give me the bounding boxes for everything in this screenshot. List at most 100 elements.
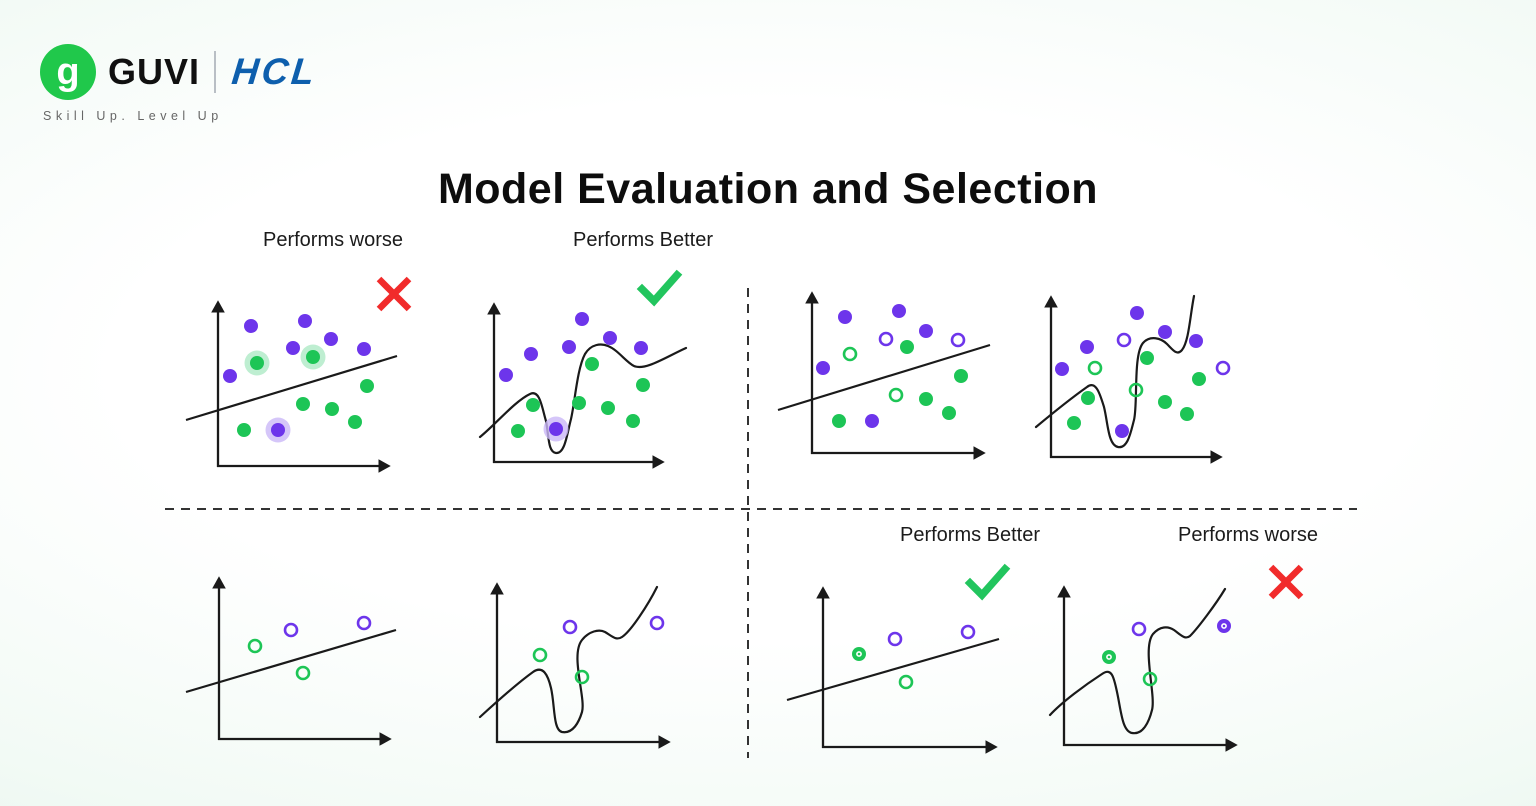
- green-filled-point: [511, 424, 525, 438]
- green-filled-point: [900, 340, 914, 354]
- green-hollow-point: [532, 647, 548, 663]
- purple-filled-point: [838, 310, 852, 324]
- purple-filled-point: [223, 369, 237, 383]
- plot-bottom-left-curve-model: [478, 582, 671, 749]
- plot-bottom-left-linear-model: [185, 576, 397, 746]
- green-filled-point: [636, 378, 650, 392]
- green-hollow-point: [1142, 671, 1158, 687]
- purple-filled-point: [324, 332, 338, 346]
- decision-boundary-curve: [1048, 587, 1227, 735]
- decision-boundary-curve: [1034, 294, 1196, 449]
- cross-icon: [376, 276, 412, 312]
- purple-halo-point: [271, 423, 285, 437]
- purple-filled-point: [892, 304, 906, 318]
- green-filled-point: [954, 369, 968, 383]
- green-hollow-point: [247, 638, 263, 654]
- decision-boundary-line: [786, 637, 1000, 702]
- purple-filled-point: [298, 314, 312, 328]
- green-filled-point: [1140, 351, 1154, 365]
- purple-hollow-point: [562, 619, 578, 635]
- decision-boundary-line: [185, 354, 398, 422]
- green-hollow-point: [1128, 382, 1144, 398]
- purple-filled-point: [575, 312, 589, 326]
- green-filled-point: [601, 401, 615, 415]
- green-hollow-point: [1087, 360, 1103, 376]
- purple-filled-point: [1130, 306, 1144, 320]
- purple-hollow-point: [887, 631, 903, 647]
- green-halo-point: [306, 350, 320, 364]
- logo-row: g GUVI HCL: [40, 44, 319, 100]
- plot-top-right-linear-model: [777, 291, 991, 460]
- green-filled-point: [348, 415, 362, 429]
- plot-bottom-right-linear-model: [786, 586, 1000, 754]
- check-icon: [964, 563, 1011, 601]
- plot-top-right-curve-model: [1034, 294, 1231, 464]
- cross-icon: [1268, 564, 1304, 600]
- guvi-wordmark: GUVI: [108, 51, 201, 92]
- purple-filled-point: [244, 319, 258, 333]
- plot-top-left-curve-model: [478, 302, 688, 469]
- purple-hollow-point: [1131, 621, 1147, 637]
- purple-hollow-point: [1215, 360, 1231, 376]
- purple-filled-point: [524, 347, 538, 361]
- purple-hollow-point: [960, 624, 976, 640]
- decision-boundary-line: [185, 628, 397, 694]
- green-filled-point: [526, 398, 540, 412]
- green-filled-point: [1180, 407, 1194, 421]
- green-hollow-point: [574, 669, 590, 685]
- green-filled-point: [1192, 372, 1206, 386]
- green-filled-point: [237, 423, 251, 437]
- check-icon: [636, 269, 683, 307]
- green-filled-point: [585, 357, 599, 371]
- label-performs-better-top: Performs Better: [572, 229, 714, 251]
- label-performs-worse-bottom: Performs worse: [1177, 524, 1319, 546]
- purple-filled-point: [816, 361, 830, 375]
- green-hollow-point: [898, 674, 914, 690]
- green-hollow-point: [295, 665, 311, 681]
- purple-filled-point: [603, 331, 617, 345]
- purple-filled-point: [562, 340, 576, 354]
- guvi-logo-icon: g: [40, 44, 96, 100]
- green-filled-point: [1067, 416, 1081, 430]
- purple-hollow-point: [950, 332, 966, 348]
- purple-filled-point: [1115, 424, 1129, 438]
- green-filled-point: [919, 392, 933, 406]
- purple-hollow-point: [649, 615, 665, 631]
- green-halo-point: [250, 356, 264, 370]
- purple-filled-point: [357, 342, 371, 356]
- decision-boundary-curve: [478, 343, 688, 455]
- purple-hollow-point: [283, 622, 299, 638]
- page-title: Model Evaluation and Selection: [437, 164, 1099, 213]
- green-filled-point: [832, 414, 846, 428]
- green-filled-point: [1081, 391, 1095, 405]
- purple-filled-point: [286, 341, 300, 355]
- purple-hollow-point: [1116, 332, 1132, 348]
- green-filled-point: [1158, 395, 1172, 409]
- purple-filled-point: [1080, 340, 1094, 354]
- green-filled-point: [360, 379, 374, 393]
- purple-filled-point: [1189, 334, 1203, 348]
- point-inner-dot: [1107, 655, 1111, 659]
- purple-filled-point: [634, 341, 648, 355]
- header: g GUVI HCL Skill Up. Level Up: [40, 44, 319, 123]
- guvi-logo-letter: g: [56, 51, 80, 93]
- brand-tagline: Skill Up. Level Up: [43, 109, 223, 123]
- green-filled-point: [942, 406, 956, 420]
- label-performs-worse-top: Performs worse: [262, 229, 404, 251]
- point-inner-dot: [1222, 624, 1226, 628]
- logo-divider: [214, 51, 217, 93]
- green-filled-point: [626, 414, 640, 428]
- plot-top-left-linear-model: [185, 300, 398, 473]
- green-hollow-point: [842, 346, 858, 362]
- green-filled-point: [572, 396, 586, 410]
- purple-hollow-point: [356, 615, 372, 631]
- purple-filled-point: [1055, 362, 1069, 376]
- purple-filled-point: [919, 324, 933, 338]
- label-performs-better-bottom: Performs Better: [899, 524, 1041, 546]
- purple-halo-point: [549, 422, 563, 436]
- green-hollow-point: [888, 387, 904, 403]
- purple-filled-point: [1158, 325, 1172, 339]
- purple-filled-point: [865, 414, 879, 428]
